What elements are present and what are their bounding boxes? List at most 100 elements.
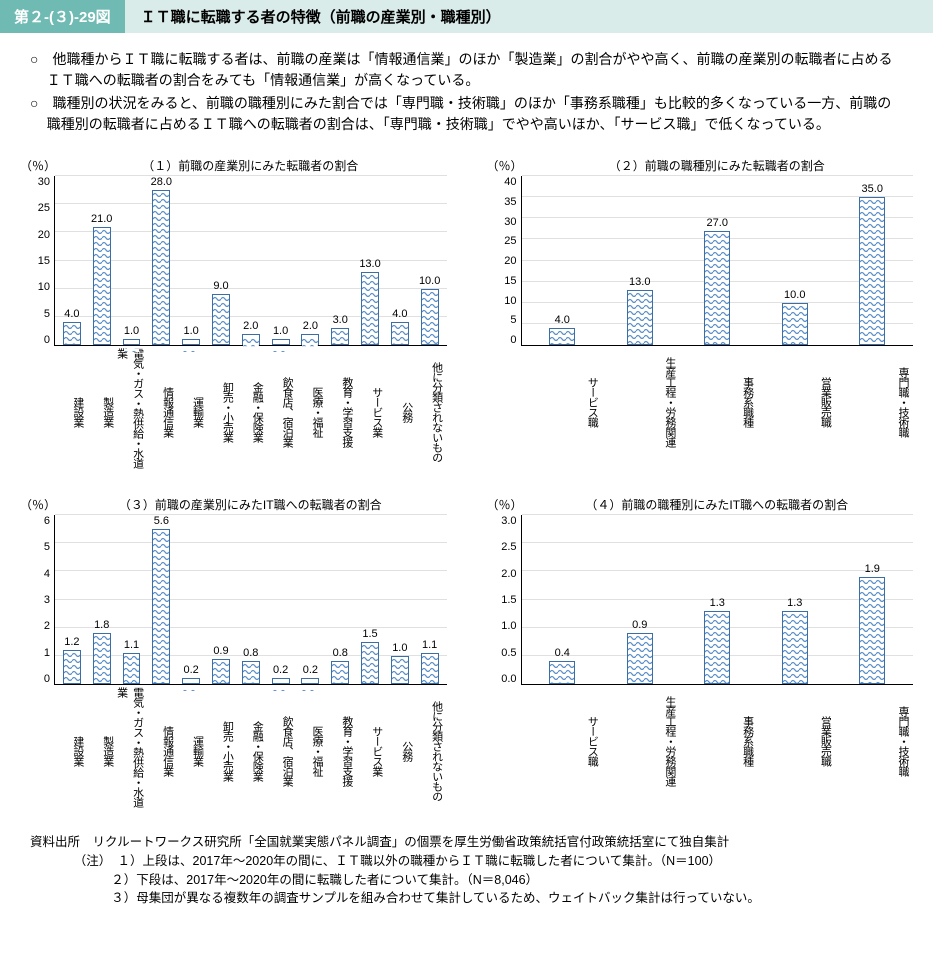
- note-3: ３）母集団が異なる複数年の調査サンプルを組み合わせて集計しているため、ウェイトバ…: [30, 889, 903, 908]
- bar-value-label: 5.6: [154, 515, 169, 527]
- x-tick-label: 建設業: [56, 346, 86, 476]
- bar: [627, 290, 653, 345]
- x-tick-label: 医療・福祉: [295, 685, 325, 815]
- bar-value-label: 1.0: [273, 325, 288, 337]
- chart1: （％）（１）前職の産業別にみた転職者の割合3025201510504.021.0…: [20, 157, 447, 476]
- x-tick-label: 卸売・小売業: [205, 685, 235, 815]
- bars-container: 0.40.91.31.31.9: [522, 515, 914, 684]
- bar-value-label: 0.4: [555, 647, 570, 659]
- bar-column: 21.0: [87, 176, 117, 345]
- figure-number: 第２-(３)-29図: [0, 0, 125, 33]
- bar-column: 0.9: [601, 515, 679, 684]
- bar-value-label: 1.0: [392, 642, 407, 654]
- y-tick-label: 2.5: [501, 541, 516, 553]
- bar-value-label: 1.8: [94, 619, 109, 631]
- plot-area: 1.21.81.15.60.20.90.80.20.20.81.51.01.1: [54, 515, 447, 685]
- bar-column: 5.6: [146, 515, 176, 684]
- x-tick-label: 生産工程・労務関連: [600, 346, 678, 456]
- x-tick-label: 情報通信業: [146, 685, 176, 815]
- bar: [704, 611, 730, 684]
- bar-value-label: 1.3: [710, 597, 725, 609]
- bar-column: 1.3: [756, 515, 834, 684]
- bar-value-label: 4.0: [392, 308, 407, 320]
- bar-column: 4.0: [524, 176, 602, 345]
- bar-value-label: 28.0: [151, 176, 172, 188]
- bar-value-label: 27.0: [707, 217, 728, 229]
- y-tick-label: 0: [44, 334, 50, 346]
- y-axis: 4035302520151050: [487, 176, 521, 346]
- source-line: 資料出所 リクルートワークス研究所「全国就業実態パネル調査」の個票を厚生労働省政…: [30, 833, 903, 852]
- bar: [331, 328, 349, 345]
- bar-value-label: 1.2: [64, 636, 79, 648]
- bar-value-label: 4.0: [555, 314, 570, 326]
- y-tick-label: 25: [504, 235, 516, 247]
- notes-block: （注） １）上段は、2017年～2020年の間に、ＩＴ職以外の職種からＩＴ職に転…: [30, 852, 903, 908]
- bars-container: 4.0 13.0 27.0 10.0 35.0: [522, 176, 914, 345]
- bar-value-label: 9.0: [213, 280, 228, 292]
- bar-value-label: 1.0: [124, 325, 139, 337]
- x-axis: サービス職生産工程・労務関連事務系職種営業販売職専門職・技術職: [487, 685, 914, 795]
- bar: [391, 656, 409, 684]
- bar: [361, 642, 379, 684]
- bar: [272, 339, 290, 345]
- bar-value-label: 1.0: [184, 325, 199, 337]
- bar-column: 1.1: [415, 515, 445, 684]
- y-axis: 3.02.52.01.51.00.50.0: [487, 515, 521, 685]
- y-tick-label: 0: [44, 673, 50, 685]
- y-tick-label: 1.5: [501, 594, 516, 606]
- bar: [93, 633, 111, 684]
- bar-value-label: 13.0: [359, 258, 380, 270]
- y-tick-label: 3.0: [501, 515, 516, 527]
- chart-title: （２）前職の職種別にみた転職者の割合: [521, 157, 914, 174]
- bar-value-label: 1.3: [787, 597, 802, 609]
- x-tick-label: 専門職・技術職: [833, 346, 911, 456]
- bar-value-label: 1.1: [422, 639, 437, 651]
- plot-area: 4.021.01.028.01.09.02.01.02.03.013.04.01…: [54, 176, 447, 346]
- y-axis-unit: （％）: [20, 157, 54, 174]
- bar-value-label: 10.0: [784, 289, 805, 301]
- y-tick-label: 30: [504, 216, 516, 228]
- x-tick-label: 教育・学習支援: [325, 685, 355, 815]
- bar-value-label: 0.8: [243, 647, 258, 659]
- bar: [704, 231, 730, 345]
- source-notes: 資料出所 リクルートワークス研究所「全国就業実態パネル調査」の個票を厚生労働省政…: [0, 825, 933, 916]
- bars-container: 4.021.01.028.01.09.02.01.02.03.013.04.01…: [55, 176, 447, 345]
- chart-title: （１）前職の産業別にみた転職者の割合: [54, 157, 447, 174]
- bar-column: 1.8: [87, 515, 117, 684]
- bar-column: 28.0: [146, 176, 176, 345]
- bar-column: 9.0: [206, 176, 236, 345]
- x-tick-label: 他に分類されないもの: [415, 685, 445, 815]
- x-tick-label: 他に分類されないもの: [415, 346, 445, 476]
- bar-column: 13.0: [355, 176, 385, 345]
- x-tick-label: 製造業: [86, 685, 116, 815]
- bar-column: 1.3: [679, 515, 757, 684]
- bar-column: 35.0: [834, 176, 912, 345]
- bullet-2: ○ 職種別の状況をみると、前職の職種別にみた割合では「専門職・技術職」のほか「事…: [30, 93, 903, 135]
- bar-column: 4.0: [57, 176, 87, 345]
- x-tick-label: 営業販売職: [756, 685, 834, 795]
- y-tick-label: 3: [44, 594, 50, 606]
- y-tick-label: 20: [504, 255, 516, 267]
- y-tick-label: 4: [44, 568, 50, 580]
- bar: [242, 661, 260, 684]
- bar: [421, 289, 439, 345]
- bar: [421, 653, 439, 684]
- x-tick-label: 建設業: [56, 685, 86, 815]
- y-tick-label: 6: [44, 515, 50, 527]
- bar-column: 13.0: [601, 176, 679, 345]
- bar-value-label: 1.1: [124, 639, 139, 651]
- x-tick-label: 製造業: [86, 346, 116, 476]
- x-tick-label: 金融・保険業: [235, 685, 265, 815]
- chart-title: （４）前職の職種別にみたIT職への転職者の割合: [521, 496, 914, 513]
- bar-column: 0.9: [206, 515, 236, 684]
- charts-grid: （％）（１）前職の産業別にみた転職者の割合3025201510504.021.0…: [0, 147, 933, 825]
- y-tick-label: 0.0: [501, 673, 516, 685]
- figure-title: ＩＴ職に転職する者の特徴（前職の産業別・職種別）: [125, 0, 933, 33]
- bar-column: 10.0: [756, 176, 834, 345]
- x-tick-label: 生産工程・労務関連: [600, 685, 678, 795]
- y-tick-label: 10: [38, 281, 50, 293]
- y-tick-label: 1: [44, 647, 50, 659]
- note-1: （注） １）上段は、2017年～2020年の間に、ＩＴ職以外の職種からＩＴ職に転…: [30, 852, 903, 871]
- bar-column: 0.2: [296, 515, 326, 684]
- chart-title: （３）前職の産業別にみたIT職への転職者の割合: [54, 496, 447, 513]
